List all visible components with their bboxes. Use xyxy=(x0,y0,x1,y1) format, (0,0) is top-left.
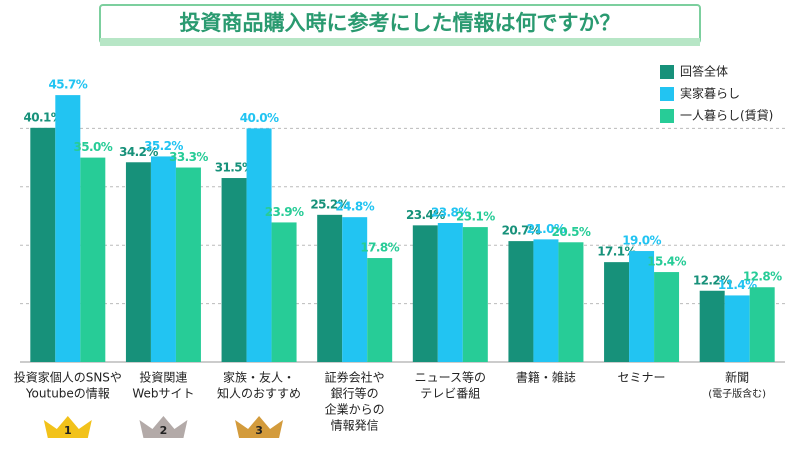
value-label: 23.9% xyxy=(265,205,304,219)
value-label: 40.0% xyxy=(240,111,279,125)
bar xyxy=(412,225,438,362)
bar xyxy=(629,251,655,362)
value-label: 34.2% xyxy=(119,145,158,159)
value-label: 40.1% xyxy=(23,110,62,124)
bar xyxy=(724,295,750,362)
value-label: 15.4% xyxy=(647,255,686,269)
x-tick-label: 企業からの xyxy=(325,402,385,417)
bar xyxy=(317,214,343,362)
x-tick-label: 知人のおすすめ xyxy=(217,387,301,401)
legend-swatch xyxy=(660,65,674,79)
x-tick-label: 銀行等の xyxy=(331,387,379,401)
value-label: 31.5% xyxy=(215,161,254,175)
value-label: 12.8% xyxy=(743,270,782,284)
bar xyxy=(30,127,56,362)
x-tick-label: 情報発信 xyxy=(331,419,379,433)
bar xyxy=(80,157,106,362)
x-tick-label: 投資関連 xyxy=(139,370,187,385)
x-tick-label: ニュース等の xyxy=(415,371,486,385)
value-label: 17.8% xyxy=(360,241,399,255)
legend-label: 実家暮らし xyxy=(680,86,740,101)
crown-icon xyxy=(139,416,188,438)
rank-label: 1 xyxy=(64,424,72,437)
x-tick-label: セミナー xyxy=(618,371,666,385)
value-label: 35.2% xyxy=(144,139,183,153)
x-tick-label: Webサイト xyxy=(132,387,194,401)
value-label: 35.0% xyxy=(73,140,112,154)
bar xyxy=(604,262,630,362)
bar xyxy=(246,128,272,362)
bar xyxy=(271,222,297,362)
value-label: 20.7% xyxy=(502,224,541,238)
bar xyxy=(437,223,463,362)
rank-label: 2 xyxy=(160,424,168,437)
value-label: 23.1% xyxy=(456,210,495,224)
x-tick-label: (電子版含む) xyxy=(708,387,766,400)
title-underline xyxy=(100,38,700,46)
legend-swatch xyxy=(660,87,674,101)
crown-icon xyxy=(235,416,284,438)
value-label: 21.0% xyxy=(527,222,566,236)
value-label: 24.8% xyxy=(335,200,374,214)
bar xyxy=(125,162,151,362)
value-label: 45.7% xyxy=(48,78,87,92)
rank-label: 3 xyxy=(255,424,263,437)
bar xyxy=(175,167,201,362)
bar xyxy=(342,217,368,362)
legend-label: 回答全体 xyxy=(680,64,728,79)
x-tick-label: 家族・友人・ xyxy=(223,370,295,385)
value-label: 11.4% xyxy=(718,278,757,292)
bar xyxy=(462,227,488,362)
legend-label: 一人暮らし(賃貸) xyxy=(680,108,773,123)
value-label: 20.5% xyxy=(552,225,591,239)
bar xyxy=(699,290,725,362)
bar xyxy=(508,241,534,362)
x-tick-label: 証券会社や xyxy=(325,370,385,385)
x-tick-label: テレビ番組 xyxy=(420,387,480,401)
x-tick-label: Youtubeの情報 xyxy=(25,387,110,401)
bar xyxy=(150,156,176,362)
value-label: 23.4% xyxy=(406,208,445,222)
x-tick-label: 新聞 xyxy=(725,370,749,385)
value-label: 12.2% xyxy=(693,273,732,287)
bar xyxy=(749,287,775,362)
value-label: 25.2% xyxy=(310,197,349,211)
value-label: 17.1% xyxy=(597,245,636,259)
crown-icon xyxy=(43,416,92,438)
bar xyxy=(533,239,559,362)
x-tick-label: 投資家個人のSNSや xyxy=(14,370,122,385)
bar xyxy=(558,242,584,362)
legend-swatch xyxy=(660,109,674,123)
bar xyxy=(221,178,247,362)
chart-title: 投資商品購入時に参考にした情報は何ですか？ xyxy=(180,11,621,35)
x-tick-label: 書籍・雑誌 xyxy=(516,370,576,385)
bar xyxy=(55,95,81,362)
value-label: 19.0% xyxy=(622,234,661,248)
bar xyxy=(654,272,680,362)
bar xyxy=(367,258,393,362)
value-label: 33.3% xyxy=(169,150,208,164)
value-label: 23.8% xyxy=(431,206,470,220)
